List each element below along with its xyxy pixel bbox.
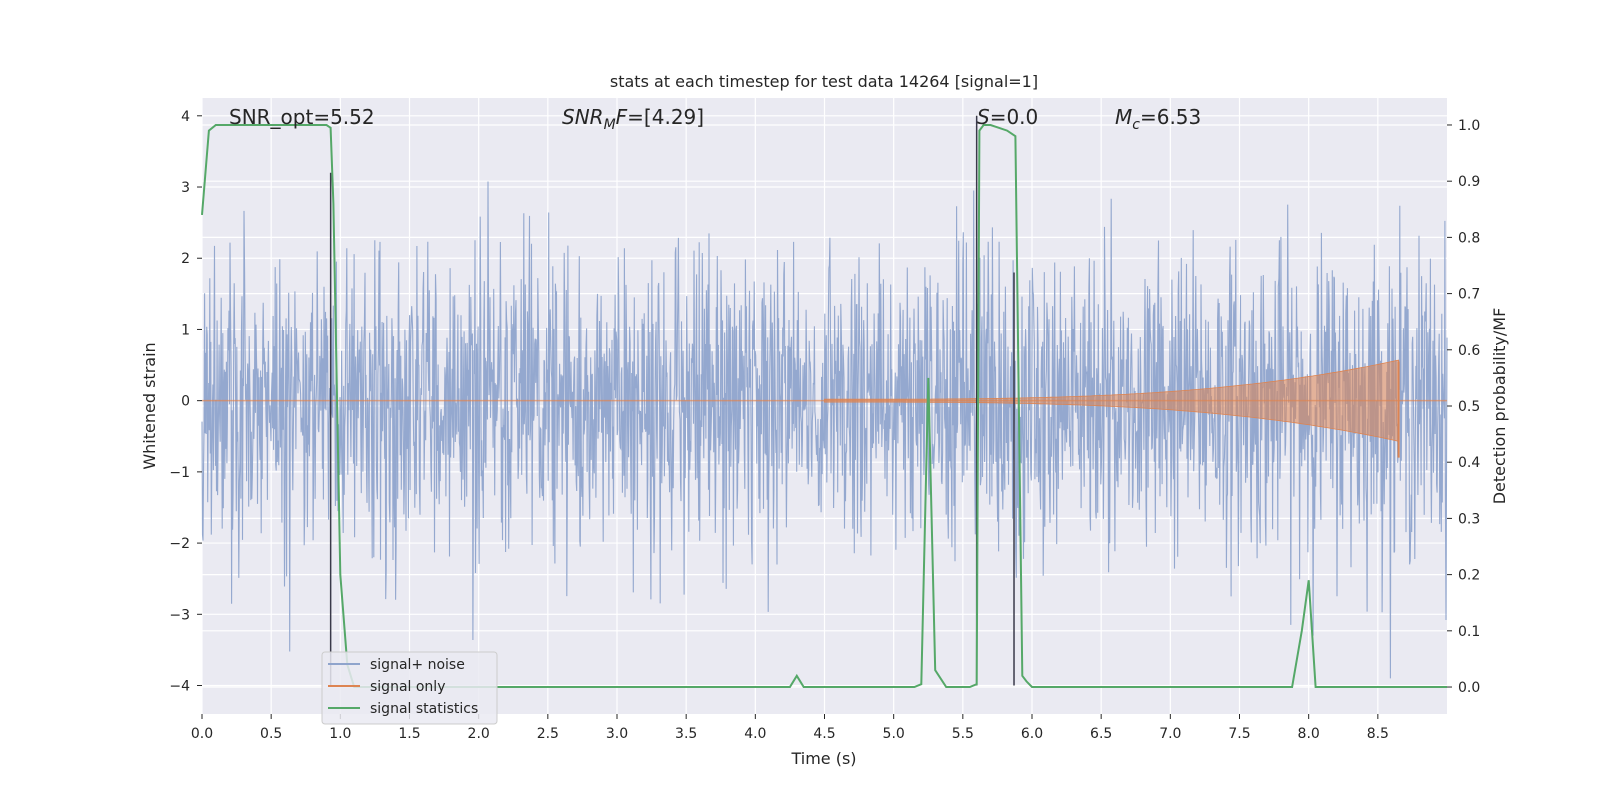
- y-left-tick-label: −3: [169, 607, 190, 623]
- y-right-tick-label: 0.1: [1458, 624, 1480, 640]
- y-left-tick-label: −1: [169, 465, 190, 481]
- annotation-snr-mf-sub: M: [604, 117, 616, 133]
- x-tick-label: 3.5: [675, 726, 697, 742]
- y-right-tick-label: 0.8: [1458, 230, 1480, 246]
- x-tick-label: 7.5: [1228, 726, 1250, 742]
- x-tick-label: 2.5: [537, 726, 559, 742]
- x-tick-label: 2.0: [468, 726, 490, 742]
- y-right-tick-label: 0.5: [1458, 399, 1480, 415]
- annotation-mc-symbol: M: [1115, 105, 1132, 129]
- legend-box: [321, 651, 498, 725]
- y-right-tick-label: 1.0: [1458, 118, 1480, 134]
- x-axis-ticks: 0.0 0.5 1.0 1.5 2.0 2.5 3.0 3.5 4.0 4.5 5.0 5.5 6.0 6…: [191, 714, 1389, 742]
- legend-label-noise: signal+ noise: [370, 657, 465, 673]
- y-left-tick-label: −2: [169, 536, 190, 552]
- y-left-tick-label: −4: [169, 679, 190, 695]
- y-right-tick-label: 0.0: [1458, 680, 1480, 696]
- y-left-tick-label: 4: [181, 109, 190, 125]
- chart-title: stats at each timestep for test data 142…: [610, 72, 1038, 91]
- y-right-axis-label: Detection probability/MF: [1490, 308, 1509, 505]
- y-left-tick-label: 1: [181, 322, 190, 338]
- annotation-s: S=0.0: [977, 105, 1038, 129]
- annotation-mc-value: =6.53: [1140, 105, 1201, 129]
- x-tick-label: 4.0: [744, 726, 766, 742]
- y-right-axis-ticks: 1.0 0.9 0.8 0.7 0.6 0.5 0.4 0.3 0.2 0.1 0.0: [1447, 118, 1480, 696]
- annotation-snr-mf-value: =[4.29]: [627, 105, 704, 129]
- y-right-tick-label: 0.2: [1458, 568, 1480, 584]
- x-tick-label: 5.5: [952, 726, 974, 742]
- y-right-tick-label: 0.7: [1458, 287, 1480, 303]
- y-left-tick-label: 0: [181, 394, 190, 410]
- annotation-s-symbol: S: [977, 105, 990, 129]
- annotation-s-value: =0.0: [990, 105, 1039, 129]
- signal-statistics-line: [201, 124, 1447, 688]
- y-right-tick-label: 0.6: [1458, 343, 1480, 359]
- noise-trace: [201, 181, 1448, 679]
- annotation-mc-sub: c: [1132, 117, 1140, 133]
- x-axis-label: Time (s): [790, 749, 856, 768]
- x-tick-label: 0.0: [191, 726, 213, 742]
- x-tick-label: 0.5: [260, 726, 282, 742]
- annotation-mc: Mc=6.53: [1115, 105, 1201, 133]
- x-tick-label: 3.0: [606, 726, 628, 742]
- annotation-snr-mf: SNRMF=[4.29]: [562, 105, 704, 133]
- x-tick-label: 8.5: [1367, 726, 1389, 742]
- legend-label-stats: signal statistics: [370, 701, 478, 717]
- x-tick-label: 4.5: [813, 726, 835, 742]
- legend-label-signal: signal only: [370, 679, 445, 695]
- x-tick-label: 6.0: [1021, 726, 1043, 742]
- y-right-tick-label: 0.4: [1458, 455, 1480, 471]
- x-tick-label: 1.5: [398, 726, 420, 742]
- x-tick-label: 1.0: [329, 726, 351, 742]
- y-left-tick-label: 3: [181, 180, 190, 196]
- x-tick-label: 7.0: [1159, 726, 1181, 742]
- x-tick-label: 6.5: [1090, 726, 1112, 742]
- noise-series: [201, 181, 1448, 679]
- y-left-axis-label: Whitened strain: [140, 342, 159, 469]
- y-right-tick-label: 0.9: [1458, 174, 1480, 190]
- annotation-snr-mf-f: F: [616, 105, 628, 129]
- y-left-axis-ticks: 4 3 2 1 0 −1 −2 −3 −4: [169, 109, 202, 695]
- y-right-tick-label: 0.3: [1458, 511, 1480, 527]
- x-tick-label: 5.0: [883, 726, 905, 742]
- x-tick-label: 8.0: [1298, 726, 1320, 742]
- annotation-snr-opt: SNR_opt=5.52: [229, 105, 375, 129]
- y-left-tick-label: 2: [181, 251, 190, 267]
- legend: signal+ noise signal only signal statist…: [321, 651, 498, 725]
- annotation-snr-mf-symbol: SNR: [562, 105, 604, 129]
